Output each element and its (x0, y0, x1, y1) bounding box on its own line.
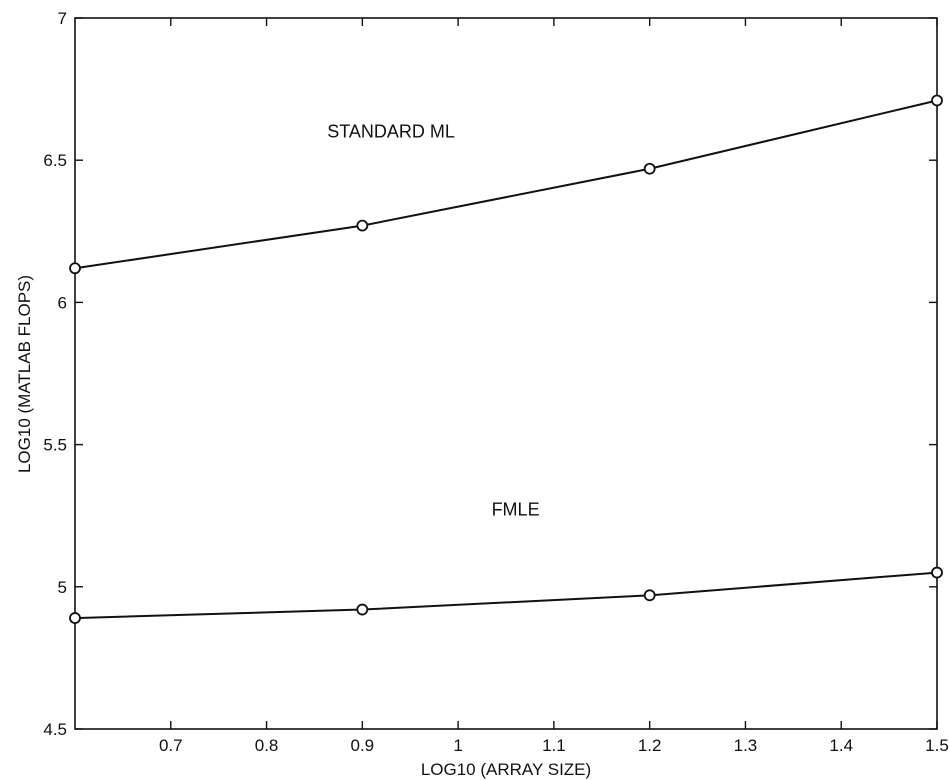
annotation-layer: STANDARD ML FMLE (327, 121, 539, 519)
plot-frame (74, 17, 938, 730)
y-tick-label: 6 (58, 293, 67, 312)
y-tick-label: 5 (58, 578, 67, 597)
y-axis-ticks: 4.5 5 5.5 6 6.5 7 (43, 9, 937, 739)
series-line-1 (74, 99, 938, 270)
data-point (69, 612, 81, 624)
x-tick-label: 1.5 (925, 736, 949, 755)
series-layer (69, 94, 943, 624)
x-tick-label: 0.7 (159, 736, 183, 755)
data-point (931, 94, 943, 107)
x-tick-label: 0.9 (351, 736, 375, 755)
y-axis-label: LOG10 (MATLAB FLOPS) (15, 275, 34, 473)
data-point (69, 262, 81, 275)
data-point (931, 566, 943, 579)
x-tick-label: 1.2 (638, 736, 662, 755)
x-axis-label: LOG10 (ARRAY SIZE) (421, 760, 591, 779)
data-point (643, 589, 656, 602)
x-tick-label: 1 (453, 736, 462, 755)
y-tick-label: 6.5 (43, 151, 67, 170)
y-tick-label: 4.5 (43, 720, 67, 739)
data-point (356, 603, 369, 616)
y-tick-label: 7 (58, 9, 67, 28)
x-axis-ticks: 0.7 0.8 0.9 1 1.1 1.2 1.3 1.4 1.5 (159, 18, 949, 755)
data-point (643, 162, 656, 175)
x-tick-label: 1.3 (734, 736, 758, 755)
y-tick-label: 5.5 (43, 436, 67, 455)
series-line-2 (74, 571, 938, 620)
x-tick-label: 0.8 (255, 736, 279, 755)
annotation-label: FMLE (492, 500, 540, 520)
annotation-label: STANDARD ML (327, 121, 455, 141)
data-point (356, 219, 369, 232)
x-tick-label: 1.1 (542, 736, 566, 755)
x-tick-label: 1.4 (829, 736, 853, 755)
